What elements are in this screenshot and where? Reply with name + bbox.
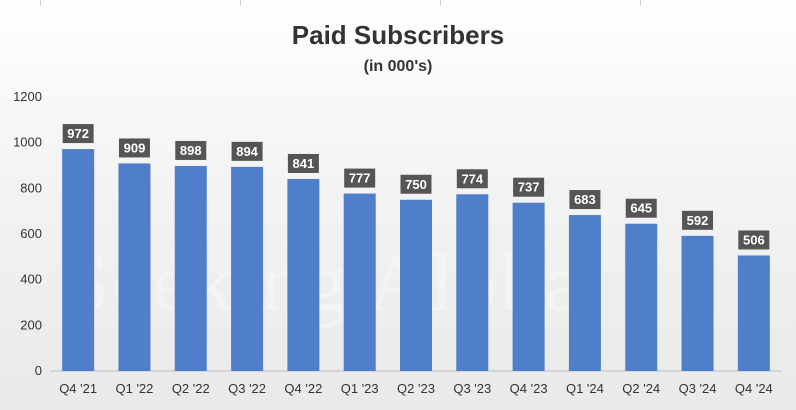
y-tick-label: 1000 <box>13 135 42 150</box>
data-label: 592 <box>687 213 709 228</box>
x-tick-label: Q1 '24 <box>566 381 604 396</box>
x-tick-label: Q1 '22 <box>116 381 154 396</box>
data-label-box <box>738 230 770 250</box>
x-tick-label: Q3 '24 <box>679 381 717 396</box>
bar <box>231 166 264 371</box>
data-label-box <box>118 138 150 158</box>
data-label-box <box>62 124 94 144</box>
data-label-box <box>344 168 376 188</box>
x-tick-label: Q3 '22 <box>228 381 266 396</box>
data-label-box <box>287 153 319 173</box>
top-cell-gridlines <box>0 0 796 6</box>
x-tick-label: Q4 '22 <box>284 381 322 396</box>
data-label-box <box>231 141 263 161</box>
data-label-box <box>625 198 657 218</box>
x-tick-label: Q4 '23 <box>510 381 548 396</box>
data-label: 774 <box>461 171 483 186</box>
data-label: 894 <box>236 144 258 159</box>
bar <box>400 199 432 371</box>
data-label-box <box>569 190 601 210</box>
y-tick-label: 1200 <box>13 89 42 104</box>
y-tick-label: 800 <box>20 180 42 195</box>
data-label-box <box>682 210 714 230</box>
data-label: 972 <box>67 126 89 141</box>
data-label-box <box>456 169 488 189</box>
data-label: 909 <box>124 140 146 155</box>
bar <box>681 235 714 371</box>
data-label: 898 <box>180 143 202 158</box>
data-label: 645 <box>630 201 652 216</box>
x-tick-label: Q4 '24 <box>735 381 773 396</box>
bar <box>287 178 320 371</box>
bar <box>625 223 658 371</box>
y-tick-label: 400 <box>20 272 42 287</box>
x-tick-label: Q4 '21 <box>59 381 97 396</box>
bar <box>343 193 376 371</box>
data-label: 750 <box>405 177 427 192</box>
bar <box>512 202 545 371</box>
data-label-box <box>513 177 545 197</box>
chart-subtitle: (in 000's) <box>363 58 433 75</box>
y-tick-label: 200 <box>20 317 42 332</box>
bar <box>174 165 207 371</box>
y-tick-label: 600 <box>20 226 42 241</box>
x-tick-label: Q2 '22 <box>172 381 210 396</box>
x-tick-label: Q2 '23 <box>397 381 435 396</box>
data-label: 841 <box>293 156 315 171</box>
data-label: 506 <box>743 232 765 247</box>
x-tick-label: Q1 '23 <box>341 381 379 396</box>
bar <box>737 255 770 371</box>
bar <box>118 163 151 371</box>
bar <box>568 215 601 371</box>
data-label: 777 <box>349 171 371 186</box>
x-tick-label: Q3 '23 <box>453 381 491 396</box>
bar <box>456 194 489 371</box>
data-label: 683 <box>574 192 596 207</box>
bar <box>62 149 95 371</box>
data-label-box <box>175 140 207 160</box>
chart-title: Paid Subscribers <box>291 20 505 50</box>
x-tick-label: Q2 '24 <box>622 381 660 396</box>
data-label: 737 <box>518 180 540 195</box>
data-label-box <box>400 174 432 194</box>
y-tick-label: 0 <box>35 363 42 378</box>
